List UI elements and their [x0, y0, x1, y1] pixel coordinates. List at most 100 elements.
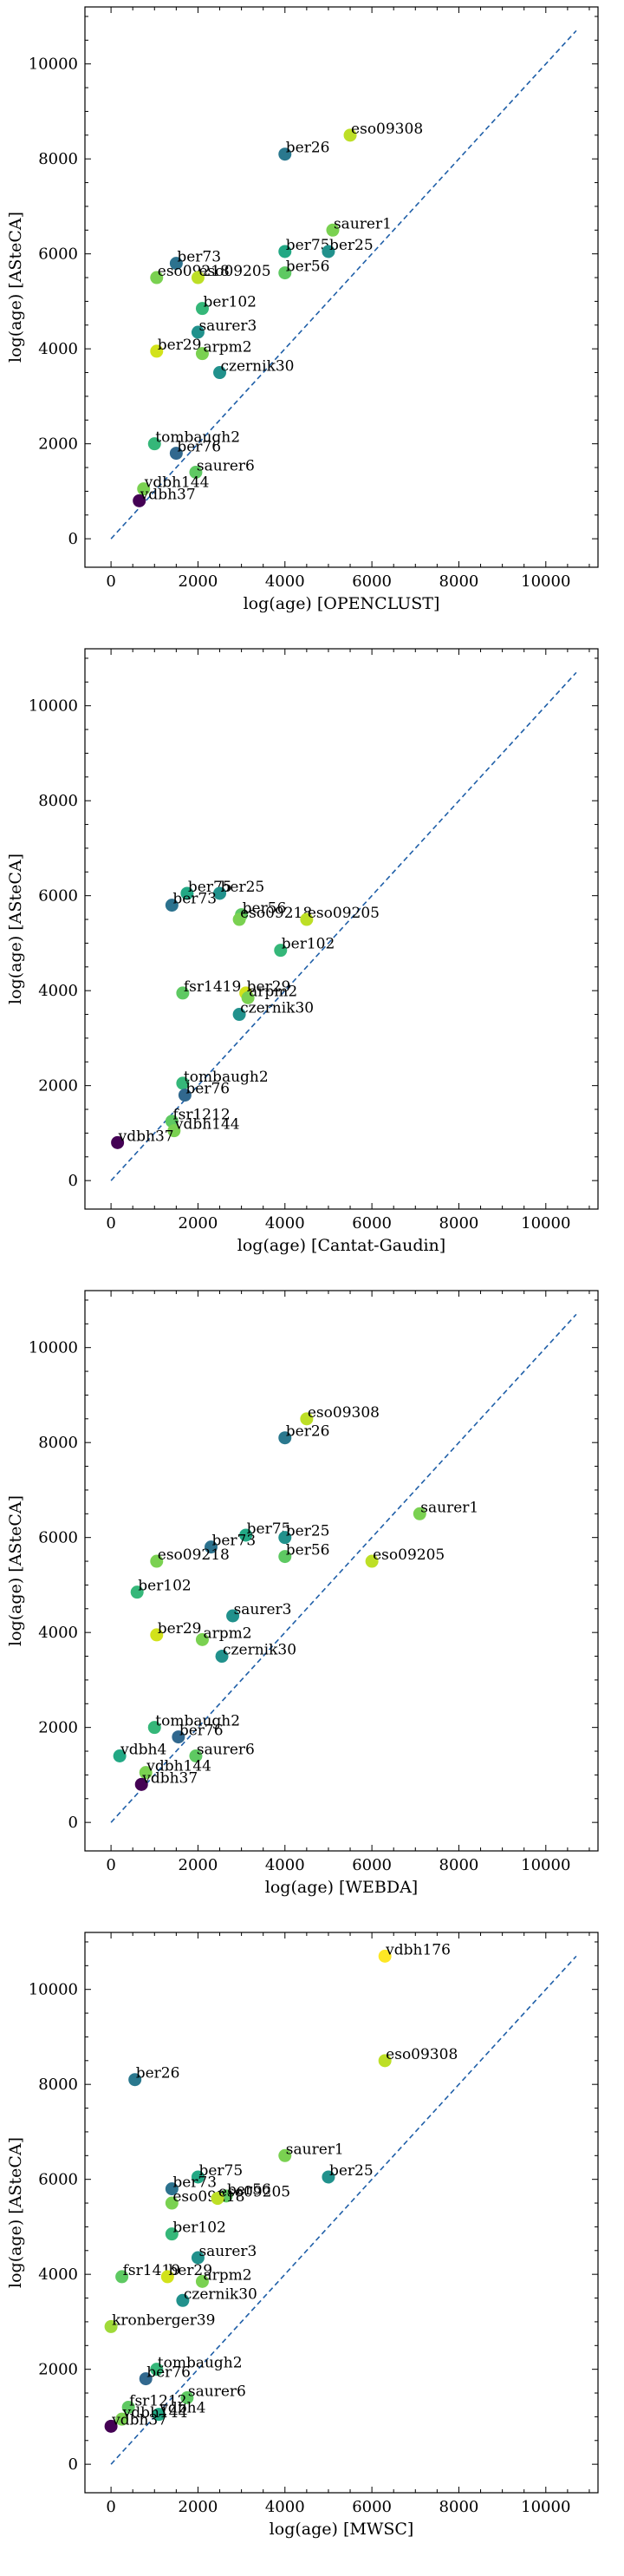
point-label-ber102: ber102 [203, 294, 257, 311]
point-label-tombaugh2: tombaugh2 [184, 1069, 269, 1086]
x-tick-label: 6000 [352, 1856, 392, 1874]
data-point-arpm2 [195, 1632, 209, 1646]
x-tick-label: 0 [106, 572, 115, 591]
y-axis-label: log(age) [ASteCA] [6, 2137, 25, 2288]
data-point-eso09205 [365, 1554, 379, 1568]
identity-line [110, 671, 577, 1181]
point-label-vdbh37: vdbh37 [140, 486, 196, 503]
point-label-vdbh4: vdbh4 [120, 1742, 166, 1759]
data-point-ber73 [165, 2182, 179, 2196]
x-tick-label: 2000 [179, 2498, 218, 2516]
point-label-vdbh37: vdbh37 [141, 1769, 198, 1787]
data-point-vdbh37 [111, 1135, 125, 1149]
y-tick-label: 4000 [38, 340, 78, 358]
data-point-arpm2 [195, 2274, 209, 2288]
x-axis-label: log(age) [WEBDA] [265, 1878, 418, 1897]
y-axis-label: log(age) [ASteCA] [6, 1495, 25, 1646]
point-label-saurer6: saurer6 [197, 1742, 255, 1759]
point-label-vdbh37: vdbh37 [111, 2411, 167, 2429]
point-label-ber76: ber76 [177, 439, 221, 456]
y-tick-label: 8000 [38, 2076, 78, 2094]
point-label-saurer6: saurer6 [197, 458, 255, 475]
y-tick-label: 10000 [29, 1339, 78, 1357]
y-tick-label: 6000 [38, 245, 78, 264]
point-label-czernik30: czernik30 [221, 358, 295, 376]
identity-line [110, 29, 577, 539]
data-point-vdbh4 [113, 1749, 127, 1763]
point-label-ber26: ber26 [136, 2065, 180, 2082]
point-label-ber73: ber73 [177, 249, 221, 266]
data-point-vdbh176 [378, 1949, 392, 1963]
x-tick-label: 4000 [265, 572, 305, 591]
point-label-ber25: ber25 [221, 879, 265, 896]
point-label-saurer6: saurer6 [188, 2383, 246, 2401]
point-label-saurer3: saurer3 [198, 2243, 257, 2260]
data-point-saurer6 [180, 2391, 194, 2405]
point-label-ber102: ber102 [138, 1578, 192, 1595]
data-point-vdbh37 [133, 494, 146, 507]
x-tick-label: 8000 [439, 2498, 479, 2516]
data-point-ber102 [274, 944, 288, 958]
data-point-arpm2 [195, 347, 209, 361]
scatter-panel-3: 0 2000 4000 6000 8000 10000 0 2000 4000 6000 8000 1… [6, 1290, 599, 1897]
x-tick-label: 6000 [352, 572, 392, 591]
x-tick-label: 2000 [179, 572, 218, 591]
data-point-ber25 [278, 1531, 292, 1545]
x-tick-label: 6000 [352, 2498, 392, 2516]
y-tick-label: 6000 [38, 887, 78, 906]
x-axis-label: log(age) [OPENCLUST] [244, 594, 440, 613]
x-tick-label: 4000 [265, 1856, 305, 1874]
data-point-ber73 [165, 899, 179, 912]
data-point-ber75 [239, 1528, 253, 1542]
point-label-ber26: ber26 [286, 1423, 330, 1441]
point-label-ber25: ber25 [329, 237, 374, 254]
point-label-eso09205: eso09205 [308, 905, 380, 922]
point-label-ber29: ber29 [247, 978, 291, 996]
x-tick-label: 10000 [521, 2498, 570, 2516]
y-tick-label: 10000 [29, 1981, 78, 1999]
point-label-eso09218: eso09218 [158, 1546, 230, 1564]
data-point-saurer3 [191, 325, 205, 339]
point-label-ber25: ber25 [329, 2162, 374, 2180]
data-point-eso09218 [165, 2196, 179, 2210]
y-tick-label: 0 [68, 2455, 78, 2474]
data-point-kronberger39 [104, 2319, 118, 2333]
point-label-tombaugh2: tombaugh2 [158, 2355, 243, 2372]
data-point-ber75 [191, 2170, 205, 2184]
point-label-czernik30: czernik30 [240, 1000, 314, 1017]
plot-frame [84, 1932, 599, 2494]
y-tick-label: 10000 [29, 56, 78, 74]
y-tick-label: 8000 [38, 792, 78, 810]
y-tick-label: 2000 [38, 435, 78, 454]
x-tick-label: 6000 [352, 1214, 392, 1232]
data-point-ber102 [195, 302, 209, 316]
x-tick-label: 10000 [521, 1214, 570, 1232]
y-tick-label: 6000 [38, 2171, 78, 2189]
point-label-czernik30: czernik30 [223, 1642, 296, 1659]
data-point-eso09308 [343, 128, 357, 142]
x-tick-label: 8000 [439, 1214, 479, 1232]
point-label-ber73: ber73 [211, 1533, 256, 1550]
point-label-arpm2: arpm2 [249, 983, 297, 1000]
point-label-ber25: ber25 [286, 1523, 330, 1540]
plot-frame [84, 1290, 599, 1852]
data-point-ber56 [278, 266, 292, 280]
point-label-ber75: ber75 [286, 237, 330, 254]
data-point-czernik30 [176, 2293, 190, 2307]
point-label-ber76: ber76 [185, 1081, 230, 1098]
point-label-ber56: ber56 [286, 258, 330, 276]
y-tick-label: 6000 [38, 1529, 78, 1547]
data-point-czernik30 [215, 1650, 229, 1664]
data-point-ber73 [204, 1540, 218, 1554]
y-axis-label: log(age) [ASteCA] [6, 212, 25, 363]
point-label-saurer1: saurer1 [334, 215, 392, 232]
data-point-saurer6 [189, 466, 203, 480]
data-point-saurer1 [278, 2148, 292, 2162]
point-label-eso09308: eso09308 [351, 121, 423, 138]
point-label-eso09205: eso09205 [373, 1546, 445, 1564]
data-point-vdbh144 [167, 1124, 181, 1138]
point-label-saurer3: saurer3 [198, 317, 257, 335]
data-point-fsr1212 [121, 2400, 135, 2414]
data-point-ber73 [169, 257, 183, 271]
